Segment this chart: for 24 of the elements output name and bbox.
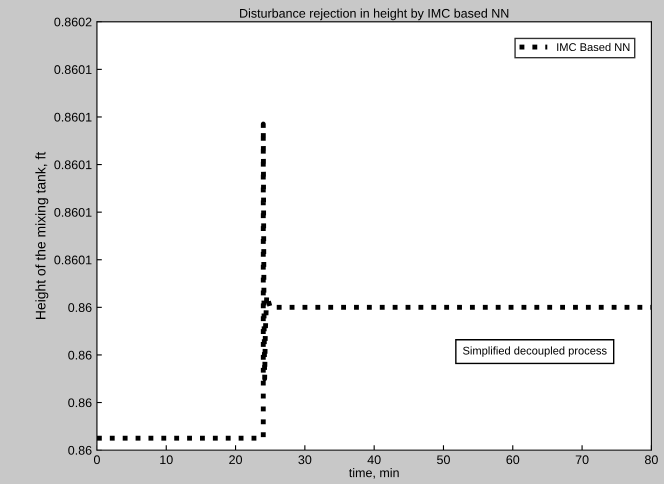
x-tick-label: 10 [160,455,173,464]
x-tick-label: 70 [576,455,589,464]
x-tick-label: 50 [437,455,450,464]
y-tick-label: 0.8602 [54,18,92,26]
y-tick-label: 0.8601 [54,160,92,170]
y-tick-label: 0.86 [68,446,92,455]
legend-label: IMC Based NN [557,42,630,52]
y-axis-title: Height of the mixing tank, ft [35,152,48,319]
y-tick-label: 0.86 [68,303,92,312]
y-tick-label: 0.8601 [54,112,92,122]
x-tick-label: 0 [94,455,100,464]
annotation: Simplified decoupled process [463,346,607,357]
x-tick-label: 40 [368,455,381,464]
y-tick-label: 0.86 [68,398,92,408]
x-tick-label: 60 [506,455,520,464]
x-axis-title: time, min [349,468,399,479]
x-tick-label: 30 [298,455,312,464]
x-tick-label: 80 [644,455,658,464]
y-tick-label: 0.86 [68,350,92,360]
x-tick-label: 20 [229,455,242,464]
y-tick-label: 0.8601 [54,256,92,264]
y-tick-label: 0.8601 [54,65,92,74]
y-tick-label: 0.8601 [54,208,92,217]
chart-title: Disturbance rejection in height by IMC based NN [240,8,508,20]
